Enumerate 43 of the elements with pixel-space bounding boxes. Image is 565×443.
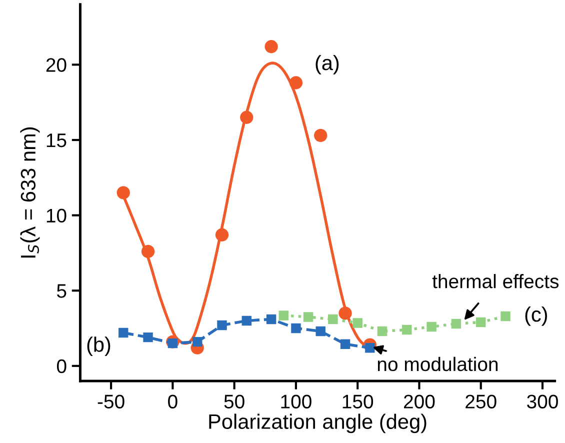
point (168, 338, 178, 348)
y-axis-title: I$_{S}$(λ = 633 nm) (20, 127, 40, 258)
point (500, 311, 510, 322)
x-tick-label: 100 (281, 394, 312, 408)
series-label: (a) (316, 54, 339, 74)
point (340, 339, 350, 349)
point (402, 324, 412, 335)
x-tick-label: 250 (466, 394, 496, 408)
point (328, 314, 338, 324)
point (352, 318, 362, 328)
x-tick-label: -50 (98, 394, 124, 408)
point (316, 326, 326, 336)
y-tick-label: 5 (57, 284, 66, 298)
point (264, 40, 278, 54)
y-tick-label: 20 (46, 58, 66, 72)
annotation: thermal effects (432, 274, 559, 288)
point (377, 326, 388, 336)
y-tick-label: 0 (56, 359, 66, 374)
point (426, 322, 436, 332)
x-tick-label: 0 (168, 394, 178, 408)
y-tick-label: 15 (46, 134, 66, 148)
point (278, 310, 288, 320)
point (303, 312, 314, 322)
y-tick-label: 10 (46, 208, 66, 223)
point (451, 318, 462, 329)
point (242, 316, 252, 326)
point (476, 317, 486, 328)
point (266, 314, 276, 324)
x-tick-label: 200 (404, 394, 435, 408)
annotation: no modulation (378, 356, 498, 372)
series-label: (c) (525, 306, 548, 326)
point (192, 336, 202, 347)
series-label: (b) (87, 336, 110, 356)
point (118, 328, 128, 338)
point (217, 320, 227, 330)
point (291, 323, 301, 334)
point (365, 342, 375, 353)
point (314, 128, 328, 142)
x-tick-label: 150 (342, 394, 374, 408)
x-axis-title: Polarization angle (deg) (209, 414, 426, 434)
x-tick-label: 50 (224, 394, 244, 408)
point (143, 332, 153, 342)
x-tick-label: 300 (527, 394, 558, 408)
